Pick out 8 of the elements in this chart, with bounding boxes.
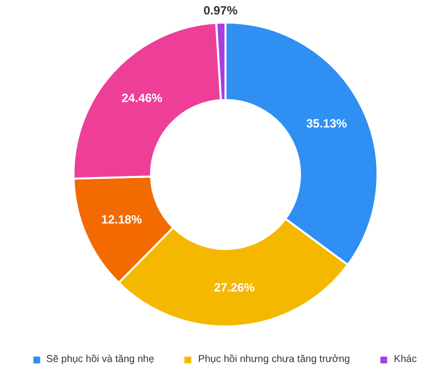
legend-label: Phục hồi nhưng chưa tăng trưởng <box>198 354 350 365</box>
data-label: 24.46% <box>122 91 163 106</box>
legend-label: Khác <box>394 354 417 365</box>
data-label: 12.18% <box>101 212 142 227</box>
data-label: 0.97% <box>203 4 238 18</box>
data-label: 35.13% <box>306 116 348 131</box>
data-label: 27.26% <box>214 280 255 294</box>
legend-label: Sẽ phục hồi và tăng nhẹ <box>46 354 154 365</box>
